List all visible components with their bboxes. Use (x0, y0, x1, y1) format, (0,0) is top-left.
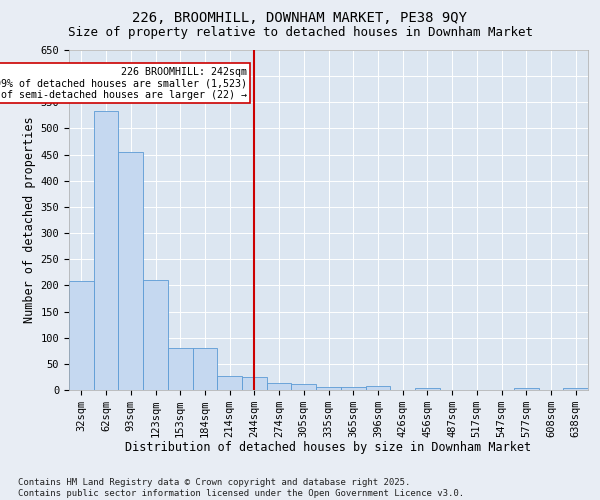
Text: 226, BROOMHILL, DOWNHAM MARKET, PE38 9QY: 226, BROOMHILL, DOWNHAM MARKET, PE38 9QY (133, 11, 467, 25)
Bar (365, 386, 390, 390)
Bar (341, 388, 365, 390)
Bar (94, 111, 118, 390)
Text: Contains HM Land Registry data © Crown copyright and database right 2025.
Contai: Contains HM Land Registry data © Crown c… (18, 478, 464, 498)
Y-axis label: Number of detached properties: Number of detached properties (23, 116, 37, 324)
Bar (168, 348, 193, 390)
Bar (242, 377, 267, 390)
Bar (292, 384, 316, 390)
Bar (118, 152, 143, 390)
Bar (69, 281, 94, 390)
Bar (563, 388, 588, 390)
Bar (415, 388, 440, 390)
Bar (267, 382, 292, 390)
Bar (143, 280, 168, 390)
Bar (217, 376, 242, 390)
Bar (316, 388, 341, 390)
Text: 226 BROOMHILL: 242sqm
← 99% of detached houses are smaller (1,523)
1% of semi-de: 226 BROOMHILL: 242sqm ← 99% of detached … (0, 66, 247, 100)
X-axis label: Distribution of detached houses by size in Downham Market: Distribution of detached houses by size … (125, 442, 532, 454)
Text: Size of property relative to detached houses in Downham Market: Size of property relative to detached ho… (67, 26, 533, 39)
Bar (514, 388, 539, 390)
Bar (193, 348, 217, 390)
